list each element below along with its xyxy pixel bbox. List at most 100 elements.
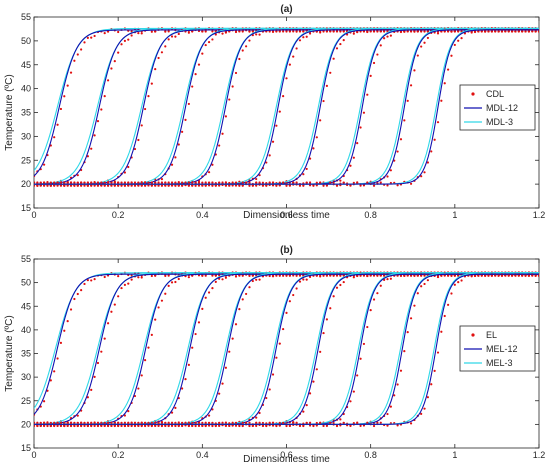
data-point	[339, 179, 342, 182]
data-point	[399, 274, 403, 277]
data-point	[197, 63, 201, 66]
data-point	[403, 350, 406, 353]
data-point	[224, 181, 227, 185]
data-point	[413, 274, 416, 277]
data-point	[332, 57, 335, 60]
data-point	[187, 424, 190, 427]
data-point	[332, 274, 335, 277]
data-point	[278, 181, 281, 184]
data-point	[349, 400, 352, 403]
data-point	[399, 30, 403, 34]
data-point	[305, 278, 308, 281]
data-point	[144, 181, 147, 184]
data-point	[325, 318, 328, 321]
x-tick-label: 1	[452, 210, 457, 220]
data-point	[409, 422, 413, 425]
data-point	[379, 284, 382, 287]
data-point	[137, 276, 140, 279]
legend-label: MEL-12	[486, 344, 518, 354]
data-point	[211, 38, 214, 41]
data-point	[191, 181, 194, 184]
y-tick-label: 55	[21, 254, 31, 264]
data-point	[285, 77, 288, 80]
data-point	[396, 424, 399, 427]
chart-title: (b)	[280, 245, 293, 256]
data-point	[49, 379, 52, 382]
data-point	[214, 424, 217, 427]
y-tick-label: 45	[21, 60, 31, 70]
data-point	[433, 138, 436, 141]
x-tick-label: 0	[31, 450, 36, 460]
data-point	[399, 369, 403, 372]
data-point	[214, 184, 217, 187]
data-point	[100, 424, 103, 427]
data-point	[177, 143, 180, 146]
data-point	[127, 282, 130, 285]
data-point	[473, 274, 477, 278]
curves	[34, 271, 539, 428]
data-point	[308, 184, 312, 187]
data-point	[167, 421, 170, 424]
data-point	[379, 274, 382, 277]
data-point	[447, 303, 450, 306]
data-point	[255, 181, 258, 184]
data-point	[470, 31, 473, 34]
data-point	[443, 82, 446, 85]
data-point	[261, 184, 265, 187]
data-point	[90, 147, 93, 150]
data-point	[258, 174, 261, 177]
x-tick-label: 0.4	[196, 450, 209, 460]
data-point	[167, 181, 170, 184]
data-point	[292, 421, 295, 424]
data-point	[86, 279, 89, 282]
data-point	[356, 374, 359, 377]
data-point	[106, 322, 110, 325]
data-point	[271, 30, 275, 33]
data-point	[295, 287, 298, 290]
data-point	[224, 276, 227, 279]
data-point	[130, 278, 133, 281]
data-point	[120, 286, 123, 290]
legend: EL MEL-12 MEL-3	[459, 325, 536, 372]
data-point	[319, 350, 322, 353]
data-point	[191, 85, 194, 88]
data-point	[423, 171, 426, 174]
data-point	[117, 275, 120, 278]
data-point	[167, 284, 170, 287]
data-point	[356, 141, 359, 145]
data-point	[36, 181, 39, 185]
data-point	[164, 30, 167, 33]
data-point	[352, 156, 355, 159]
data-point	[43, 421, 46, 424]
data-point	[160, 184, 164, 187]
data-point	[268, 388, 271, 391]
data-point	[63, 95, 66, 98]
data-point	[271, 140, 275, 143]
data-point	[413, 30, 416, 33]
data-point	[56, 181, 59, 184]
data-point	[366, 421, 369, 424]
data-point	[305, 421, 308, 425]
data-point	[349, 424, 352, 427]
data-point	[298, 424, 302, 428]
data-point	[147, 95, 150, 98]
data-point	[369, 74, 372, 77]
data-point	[63, 184, 66, 187]
data-point	[258, 278, 261, 281]
data-point	[83, 282, 86, 286]
data-point	[100, 350, 103, 353]
data-point	[349, 164, 352, 167]
legend-marker	[471, 333, 475, 337]
data-point	[362, 111, 366, 114]
data-point	[248, 274, 251, 277]
data-point	[285, 424, 288, 428]
data-point	[457, 281, 460, 284]
data-point	[319, 119, 322, 122]
data-point	[386, 175, 389, 178]
data-point	[86, 36, 89, 39]
data-point	[93, 134, 96, 137]
data-point	[268, 181, 271, 185]
data-point	[234, 275, 238, 278]
data-point	[308, 275, 312, 278]
